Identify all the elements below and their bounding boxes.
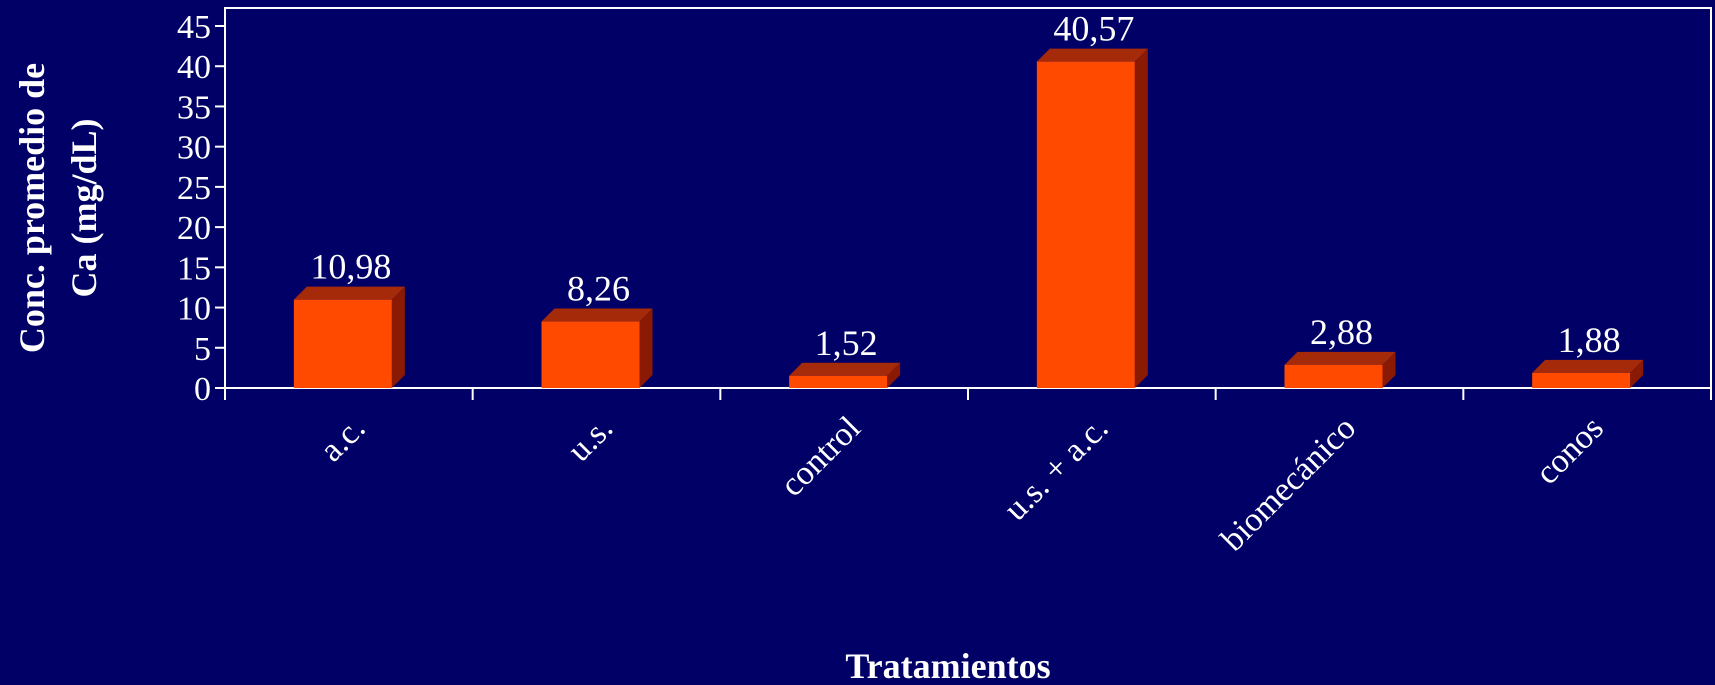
plot-border bbox=[224, 7, 1712, 389]
bar-front bbox=[541, 321, 640, 388]
category-label: u.s. bbox=[561, 409, 621, 469]
data-label: 1,52 bbox=[815, 323, 878, 363]
bar-top bbox=[541, 308, 653, 322]
bar-side bbox=[1382, 351, 1396, 388]
bar-top bbox=[789, 362, 901, 376]
y-tick-label: 40 bbox=[177, 49, 211, 86]
bar-side bbox=[639, 308, 653, 388]
y-axis-title-line-1: Conc. promedio de bbox=[12, 63, 52, 353]
y-tick-label: 5 bbox=[194, 331, 211, 368]
y-tick-label: 30 bbox=[177, 130, 211, 167]
bar-side bbox=[391, 286, 405, 388]
data-label: 10,98 bbox=[310, 247, 391, 287]
data-label: 2,88 bbox=[1310, 312, 1373, 352]
bar-top bbox=[293, 286, 405, 300]
bar-top bbox=[1036, 48, 1148, 62]
bar-front bbox=[1532, 372, 1631, 388]
category-label: a.c. bbox=[313, 409, 373, 469]
y-tick-label: 0 bbox=[194, 371, 211, 408]
bars bbox=[293, 48, 1644, 388]
bar-front bbox=[1036, 61, 1135, 388]
bar-side bbox=[1630, 359, 1644, 388]
data-label: 1,88 bbox=[1558, 320, 1621, 360]
y-tick-label: 35 bbox=[177, 89, 211, 126]
plot-area bbox=[224, 7, 1712, 389]
y-tick-label: 25 bbox=[177, 170, 211, 207]
y-tick-label: 10 bbox=[177, 291, 211, 328]
bar bbox=[1036, 48, 1148, 388]
y-tick-label: 15 bbox=[177, 250, 211, 287]
data-label: 8,26 bbox=[567, 269, 630, 309]
bar-side bbox=[887, 362, 901, 388]
bar bbox=[1532, 359, 1644, 388]
bar bbox=[541, 308, 653, 388]
bar-front bbox=[293, 299, 392, 388]
bar-top bbox=[1284, 351, 1396, 365]
category-labels: a.c. u.s. control u.s. + a.c. biomecánico con… bbox=[313, 409, 1611, 558]
bar-front bbox=[1284, 364, 1383, 388]
x-axis-title: Tratamientos bbox=[845, 646, 1050, 685]
category-label: control bbox=[774, 409, 868, 503]
y-tick-label: 20 bbox=[177, 210, 211, 247]
x-axis bbox=[224, 388, 1712, 400]
bar-side bbox=[1134, 48, 1148, 388]
bar bbox=[789, 362, 901, 388]
bar bbox=[1284, 351, 1396, 388]
bar bbox=[293, 286, 405, 388]
bar-top bbox=[1532, 359, 1644, 373]
y-tick-label: 45 bbox=[177, 9, 211, 46]
category-label: u.s. + a.c. bbox=[997, 409, 1116, 528]
category-label: conos bbox=[1529, 409, 1611, 491]
data-label: 40,57 bbox=[1053, 9, 1134, 49]
y-axis-title-line-2: Ca (mg/dL) bbox=[64, 119, 104, 298]
bar-front bbox=[789, 375, 888, 388]
data-labels: 10,98 8,26 1,52 40,57 2,88 1,88 bbox=[310, 9, 1620, 363]
y-axis-title: Conc. promedio de Ca (mg/dL) bbox=[12, 63, 104, 353]
category-label: biomecánico bbox=[1214, 409, 1363, 558]
